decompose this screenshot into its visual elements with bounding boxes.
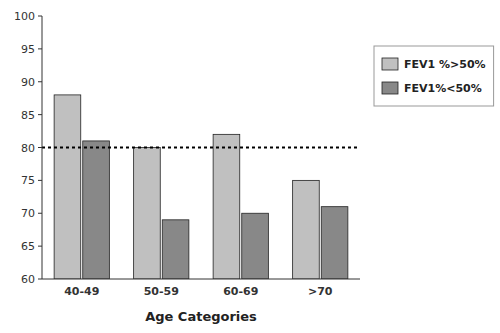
x-axis-label: Age Categories (145, 309, 257, 324)
x-tick-label: 60-69 (223, 285, 258, 298)
x-tick-label: 40-49 (64, 285, 99, 298)
y-tick (38, 246, 42, 247)
bar (293, 180, 320, 279)
y-tick-label: 95 (21, 43, 35, 56)
x-axis-line (42, 279, 360, 280)
bars (42, 95, 360, 279)
y-tick (38, 16, 42, 17)
x-tick-label: 50-59 (144, 285, 179, 298)
bar (213, 134, 240, 279)
bar (134, 148, 161, 280)
bar (162, 220, 189, 279)
bar (83, 141, 110, 279)
legend-swatch (382, 58, 398, 70)
y-tick (38, 180, 42, 181)
y-tick-label: 85 (21, 109, 35, 122)
legend-label: FEV1 %>50% (404, 58, 486, 71)
y-tick-label: 90 (21, 76, 35, 89)
legend-swatch (382, 82, 398, 94)
y-tick (38, 147, 42, 148)
y-tick (38, 48, 42, 49)
y-tick-label: 80 (21, 142, 35, 155)
y-tick (38, 81, 42, 82)
y-tick-label: 75 (21, 174, 35, 187)
y-tick-label: 70 (21, 207, 35, 220)
reference-line (42, 147, 360, 149)
bar (321, 207, 348, 279)
legend-frame (374, 46, 494, 106)
legend-label: FEV1%<50% (404, 82, 482, 95)
x-tick-label: >70 (308, 285, 333, 298)
y-tick (38, 114, 42, 115)
bar (242, 213, 269, 279)
chart: 60 65 70 75 80 85 90 95 100 40-49 50-59 60-69 >70 Age… (0, 0, 500, 333)
y-tick-label: 60 (21, 273, 35, 286)
legend: FEV1 %>50% FEV1%<50% (374, 46, 494, 106)
bar (54, 95, 81, 279)
y-tick (38, 279, 42, 280)
y-tick (38, 213, 42, 214)
y-tick-label: 65 (21, 240, 35, 253)
y-tick-label: 100 (14, 10, 35, 23)
